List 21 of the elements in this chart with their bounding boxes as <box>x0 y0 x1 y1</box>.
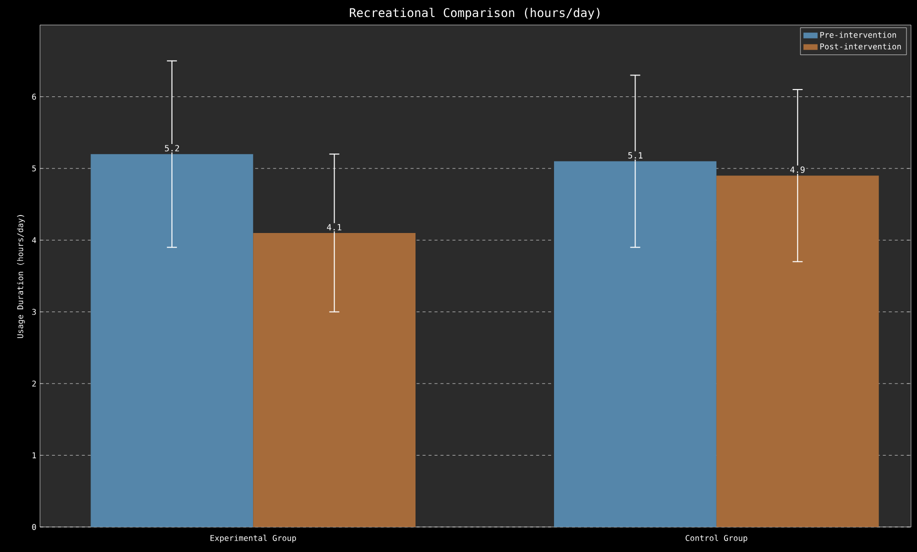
y-tick-label: 1 <box>32 452 36 458</box>
y-tick-label: 6 <box>32 94 36 100</box>
y-tick-label: 4 <box>32 237 36 244</box>
bar <box>253 232 416 527</box>
legend-label: Post-intervention <box>820 43 901 50</box>
y-tick-label: 2 <box>32 380 36 387</box>
data-label: 4.1 <box>326 224 342 230</box>
bar <box>90 154 254 527</box>
y-axis-title: Usage Duration (hours/day) <box>17 215 25 338</box>
data-label: 5.1 <box>628 152 642 159</box>
bar <box>554 161 716 527</box>
data-label: 4.9 <box>790 166 805 173</box>
bar <box>716 176 879 527</box>
chart-title: Recreational Comparison (hours/day) <box>350 8 600 20</box>
data-label: 5.2 <box>164 144 179 152</box>
y-tick-label: 3 <box>32 308 36 315</box>
y-tick-label: 5 <box>32 165 36 172</box>
x-tick-label: Control Group <box>686 534 748 543</box>
legend-label: Pre-intervention <box>820 32 896 38</box>
x-tick-label: Experimental Group <box>210 534 296 543</box>
y-tick-label: 0 <box>32 524 36 530</box>
